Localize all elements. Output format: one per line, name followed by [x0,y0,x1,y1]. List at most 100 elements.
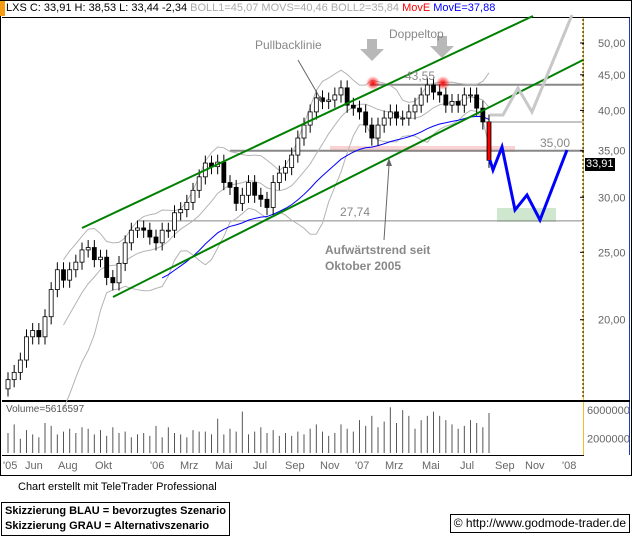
candle-body [295,137,301,156]
candle-body [412,104,418,113]
candle-body [104,256,110,278]
candle-body [184,201,190,210]
x-tick-label: Aug [58,460,78,472]
level-support-label: 35,00 [540,136,571,150]
down-arrow-icon [360,39,384,61]
move-label: MovE [402,2,431,14]
x-tick-label: Jun [25,460,43,472]
candle-body [264,198,270,208]
y-tick-label: 30,00 [598,192,626,204]
candle-body [375,124,381,139]
x-tick-label: '08 [562,460,576,472]
candle-body [98,256,103,261]
candle-body [17,359,23,373]
candle-body [326,99,332,102]
low-value: L: 33,44 [119,2,159,14]
x-tick-label: Mrz [385,460,403,472]
y-tick-label: 35,00 [598,146,626,158]
candle-body [233,186,239,204]
x-tick-label: '06 [150,460,164,472]
x-tick-label: Jul [460,460,474,472]
channel-lower [112,59,584,298]
arrow-head-icon [316,96,322,103]
close-value: C: 33,91 [29,2,72,14]
candle-body [289,154,295,168]
copyright-link[interactable]: © http://www.godmode-trader.de [449,514,630,533]
candle-body [424,84,430,96]
candle-body [147,229,153,238]
candle-body [135,227,140,231]
movs-value: MOVS=40,46 [261,2,328,14]
boll2-value: BOLL2=35,84 [330,2,400,14]
candle-body [61,269,66,281]
y-tick-label: 40,00 [598,105,626,117]
candle-body [239,194,245,204]
last-price-badge: 33,91 [585,158,615,171]
candle-body [91,247,97,261]
candle-body [178,209,184,214]
x-tick-label: Okt [95,460,112,472]
candle-body [468,94,473,97]
preferred-scenario [488,141,569,224]
candle-body [54,269,60,290]
candle-body [11,371,17,381]
candle-body [73,261,79,271]
candle-body [276,172,282,183]
candle-body [79,249,85,263]
legend-gray: Skizzierung GRAU = Alternativszenario [5,520,210,532]
candle-body [246,182,251,196]
arrow-head-icon [386,158,392,166]
candle-body [252,182,258,196]
y-tick-label: 50,00 [598,38,626,50]
y-tick-label: 20,00 [598,315,626,327]
legend-blue: Skizzierung BLAU = bevorzugtes Szenario [5,505,226,517]
candle-body [110,277,116,284]
candle-body [437,91,443,96]
level-target-label: 27,74 [340,205,371,219]
channel-upper [81,15,534,229]
candle-body [406,111,412,119]
candle-body [332,94,338,101]
symbol-marker [0,1,5,16]
x-tick-label: Mrz [180,460,198,472]
top-marker [436,76,450,90]
x-tick-label: Sep [285,460,305,472]
top-marker [366,76,380,90]
candle-body [153,236,159,244]
volume-label: Volume=5616597 [6,404,85,415]
candle-body [381,117,387,126]
candle-body [122,242,128,264]
candle-body [455,101,461,106]
candle-body [363,111,369,126]
candle-body [270,182,276,208]
candle-body [338,87,344,96]
x-tick-label: Nov [320,460,340,472]
candle-body [116,263,122,284]
candle-body [431,84,436,93]
boll1-value: BOLL1=45,07 [190,2,259,14]
x-tick-label: Mai [422,460,440,472]
candle-body [190,189,196,203]
x-tick-label: Jul [253,460,267,472]
candle-body [449,101,455,106]
candle-body [85,247,91,251]
trend-label-line2: Oktober 2005 [325,259,402,273]
candle-body [42,316,48,338]
y-tick-label: 45,00 [598,70,626,82]
candle-body [480,107,486,123]
price-chart: 50,00 45,00 40,00 35,00 30,00 25,00 20,00 6000… [2,14,630,472]
pullback-label: Pullbacklinie [255,38,322,52]
candle-body [418,94,424,106]
trend-label: Aufwärtstrend seit Oktober 2005 [325,242,430,274]
high-value: H: 38,53 [74,2,117,14]
candle-body [221,161,227,183]
candle-body [67,269,73,281]
x-tick-label: Sep [495,460,515,472]
alternative-scenario [490,14,574,117]
candle-body [474,94,480,109]
doubletop-label: Doppeltop [389,27,444,41]
support-zone [330,146,515,152]
symbol: LXS [6,2,27,14]
x-tick-label: Mai [215,460,233,472]
candle-body [48,289,54,318]
